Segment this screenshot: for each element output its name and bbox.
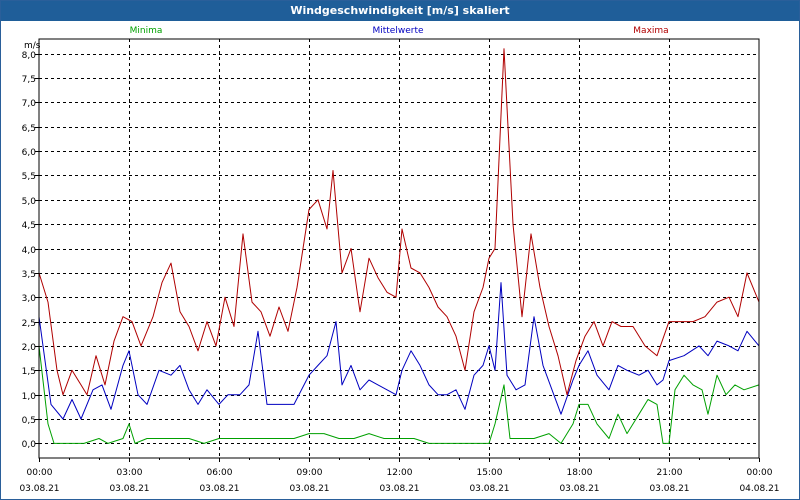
y-tick-label: 7,0 xyxy=(22,99,37,109)
x-tick-label-time: 21:00 xyxy=(657,468,683,478)
x-tick-label-time: 09:00 xyxy=(297,468,323,478)
y-tick-label: 2,0 xyxy=(22,343,37,353)
x-tick-label-date: 03.08.21 xyxy=(469,484,509,494)
x-tick-label-date: 03.08.21 xyxy=(379,484,419,494)
y-tick-label: 2,5 xyxy=(22,319,36,329)
x-tick-label-time: 18:00 xyxy=(567,468,593,478)
y-tick-label: 4,0 xyxy=(22,246,37,256)
x-tick-label-date: 03.08.21 xyxy=(109,484,149,494)
y-tick-label: 5,0 xyxy=(22,197,37,207)
x-tick-label-time: 15:00 xyxy=(477,468,503,478)
x-tick-label-time: 06:00 xyxy=(207,468,233,478)
legend: Minima Mittelwerte Maxima xyxy=(130,26,669,36)
y-tick-label: 6,5 xyxy=(22,124,36,134)
x-tick-label-date: 03.08.21 xyxy=(559,484,599,494)
window-title: Windgeschwindigkeit [m/s] skaliert xyxy=(1,1,799,21)
axes: 0,0 0,5 1,0 1,5 2,0 2,5 3,0 3,5 4,0 4,5 5,0 5,5 6,0 6… xyxy=(19,38,780,494)
y-tick-label: 1,0 xyxy=(22,392,37,402)
wind-speed-chart: 0,0 0,5 1,0 1,5 2,0 2,5 3,0 3,5 4,0 4,5 5,0 5,5 6,0 6… xyxy=(19,26,780,494)
y-tick-label: 1,5 xyxy=(22,367,36,377)
y-tick-label: 6,0 xyxy=(22,148,37,158)
x-tick-label-date: 03.08.21 xyxy=(199,484,239,494)
y-tick-label: 4,5 xyxy=(22,221,36,231)
x-tick-label-time: 00:00 xyxy=(747,468,773,478)
series-line-maxima xyxy=(38,48,760,396)
y-tick-label: 7,5 xyxy=(22,75,36,85)
legend-entry-maxima: Maxima xyxy=(633,26,668,36)
series-line-mittelwerte xyxy=(38,282,760,420)
x-tick-label-date: 03.08.21 xyxy=(649,484,689,494)
x-tick-label-date: 03.08.21 xyxy=(289,484,329,494)
y-tick-label: 0,0 xyxy=(22,440,37,450)
y-tick-label: 8,0 xyxy=(22,51,37,61)
y-tick-label: 3,5 xyxy=(22,270,36,280)
legend-entry-minima: Minima xyxy=(130,26,163,36)
x-tick-label-time: 00:00 xyxy=(27,468,53,478)
series-lines xyxy=(38,48,760,444)
legend-entry-mittelwerte: Mittelwerte xyxy=(372,26,423,36)
y-tick-label: 5,5 xyxy=(22,172,36,182)
y-tick-label: 3,0 xyxy=(22,294,37,304)
x-tick-label-date: 03.08.21 xyxy=(19,484,59,494)
series-line-minima xyxy=(38,345,760,444)
y-axis-label: m/s xyxy=(24,41,41,51)
x-tick-label-time: 03:00 xyxy=(117,468,143,478)
x-tick-label-time: 12:00 xyxy=(387,468,413,478)
y-tick-label: 0,5 xyxy=(22,416,36,426)
x-tick-label-date: 04.08.21 xyxy=(739,484,779,494)
grid xyxy=(39,39,759,458)
